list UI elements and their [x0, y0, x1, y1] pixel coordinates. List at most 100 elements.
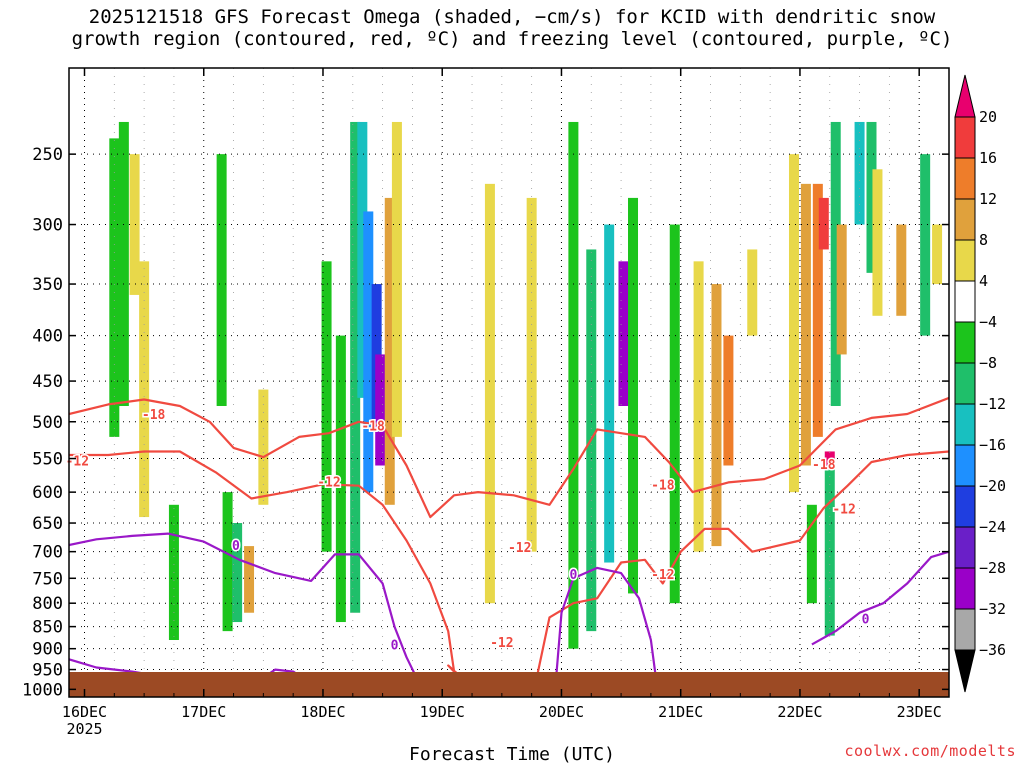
y-tick-label-14: 950	[32, 661, 63, 681]
shading-cell-6	[222, 492, 233, 632]
shading-cell-28	[711, 284, 722, 547]
y-tick-label-7: 600	[32, 483, 63, 503]
shading-cell-17	[384, 197, 395, 505]
contour-label-10: 0	[232, 539, 240, 554]
shading-cell-39	[866, 121, 877, 273]
chart-title: 2025121518 GFS Forecast Omega (shaded, −…	[0, 6, 1024, 50]
colorbar-bin-11	[954, 526, 976, 569]
x-tick-label-4: 20DEC	[539, 703, 584, 721]
shading-cell-21	[568, 121, 579, 649]
shading-cell-3	[139, 261, 150, 518]
pressure-axis: 2503003504004505005506006507007508008509…	[22, 145, 949, 700]
contour-label-5: -12	[490, 636, 513, 651]
shading-cell-11	[335, 335, 346, 623]
shading-cell-7	[232, 523, 243, 623]
y-tick-label-11: 800	[32, 594, 63, 614]
shading-cell-34	[818, 197, 829, 250]
shading-cell-35	[824, 451, 835, 466]
colorbar-label-7: −12	[979, 395, 1006, 413]
shading-cell-16	[375, 354, 386, 466]
colorbar-bin-3	[954, 198, 976, 241]
shading-cell-40	[872, 169, 883, 316]
contour-label-6: -18	[651, 478, 675, 493]
x-tick-label-3: 19DEC	[420, 703, 465, 721]
contour-line-6	[811, 550, 949, 646]
colorbar-label-13: −36	[979, 641, 1006, 659]
colorbar-label-5: −4	[979, 313, 997, 331]
contour-label-13: 0	[862, 612, 870, 627]
colorbar-bin-10	[954, 485, 976, 528]
colorbar-label-9: −20	[979, 477, 1006, 495]
colorbar-bin-4	[954, 239, 976, 282]
colorbar-bin-5	[954, 280, 976, 323]
y-tick-label-2: 350	[32, 275, 63, 295]
shading-cell-42	[920, 154, 931, 336]
y-tick-label-8: 650	[32, 514, 63, 534]
y-tick-label-15: 1000	[22, 680, 63, 700]
shading-cell-43	[932, 224, 943, 285]
shading-cell-9	[258, 389, 269, 505]
y-tick-label-5: 500	[32, 413, 63, 433]
shading-cell-24	[618, 261, 629, 406]
contour-label-11: 0	[391, 638, 399, 653]
chart-title-line-1: 2025121518 GFS Forecast Omega (shaded, −…	[88, 6, 936, 28]
colorbar-label-11: −28	[979, 559, 1006, 577]
shading-cell-0	[109, 138, 120, 437]
shading-cell-26	[669, 224, 680, 604]
shading-cell-33	[812, 183, 823, 437]
time-axis: 16DEC 17DEC 18DEC 19DEC 20DEC 21DEC 22DEC 23DEC…	[62, 68, 942, 738]
plot-grid	[69, 68, 949, 697]
shading-cell-18	[391, 121, 402, 437]
shading-cell-5	[216, 154, 227, 406]
colorbar-label-3: 8	[979, 231, 988, 249]
colorbar-bin-9	[954, 444, 976, 487]
colorbar-bin-2	[954, 157, 976, 200]
colorbar-label-4: 4	[979, 272, 988, 290]
y-tick-label-9: 700	[32, 543, 63, 563]
x-tick-label-7: 23DEC	[897, 703, 942, 721]
contour-line-0	[69, 396, 949, 519]
shading-cell-30	[747, 249, 758, 336]
chart-title-line-2: growth region (contoured, red, ºC) and f…	[71, 28, 953, 50]
shading-cell-1	[118, 121, 129, 406]
contour-label-4: -12	[508, 541, 531, 556]
y-tick-label-3: 400	[32, 327, 63, 347]
contour-label-7: -12	[651, 568, 674, 583]
shading-cell-8	[244, 546, 255, 613]
y-tick-label-4: 450	[32, 372, 63, 392]
x-tick-label-1: 17DEC	[181, 703, 226, 721]
x-axis-label: Forecast Time (UTC)	[409, 744, 615, 765]
shading-cell-15	[371, 284, 382, 422]
colorbar-label-6: −8	[979, 354, 997, 372]
terrain	[69, 672, 949, 697]
shading-cell-29	[723, 335, 734, 466]
shading-cell-37	[836, 224, 847, 355]
shading-cell-19	[484, 183, 495, 604]
x-tick-label-2: 18DEC	[300, 703, 345, 721]
shading-cell-25	[628, 197, 639, 594]
shading-cell-27	[693, 261, 704, 552]
contour-label-9: -18	[812, 458, 836, 473]
colorbar-bottom-arrow	[954, 649, 976, 693]
colorbar-label-10: −24	[979, 518, 1006, 536]
colorbar-bin-7	[954, 362, 976, 405]
shading-cell-14	[363, 211, 374, 493]
y-tick-label-1: 300	[32, 216, 63, 236]
colorbar-bin-13	[954, 608, 976, 651]
x-tick-label-0: 16DEC	[62, 703, 107, 721]
x-tick-label-6: 22DEC	[777, 703, 822, 721]
shading-cell-12	[350, 121, 361, 613]
colorbar-label-8: −16	[979, 436, 1006, 454]
x-year-label: 2025	[66, 720, 102, 738]
contour-label-2: -18	[361, 420, 385, 435]
plot-frame	[68, 67, 950, 698]
y-tick-label-13: 900	[32, 640, 63, 660]
colorbar-bin-1	[954, 116, 976, 159]
y-tick-label-10: 750	[32, 569, 63, 589]
omega-shading	[109, 121, 943, 649]
colorbar-bin-8	[954, 403, 976, 446]
colorbar-bin-12	[954, 567, 976, 610]
credit-link[interactable]: coolwx.com/modelts	[844, 742, 1016, 760]
